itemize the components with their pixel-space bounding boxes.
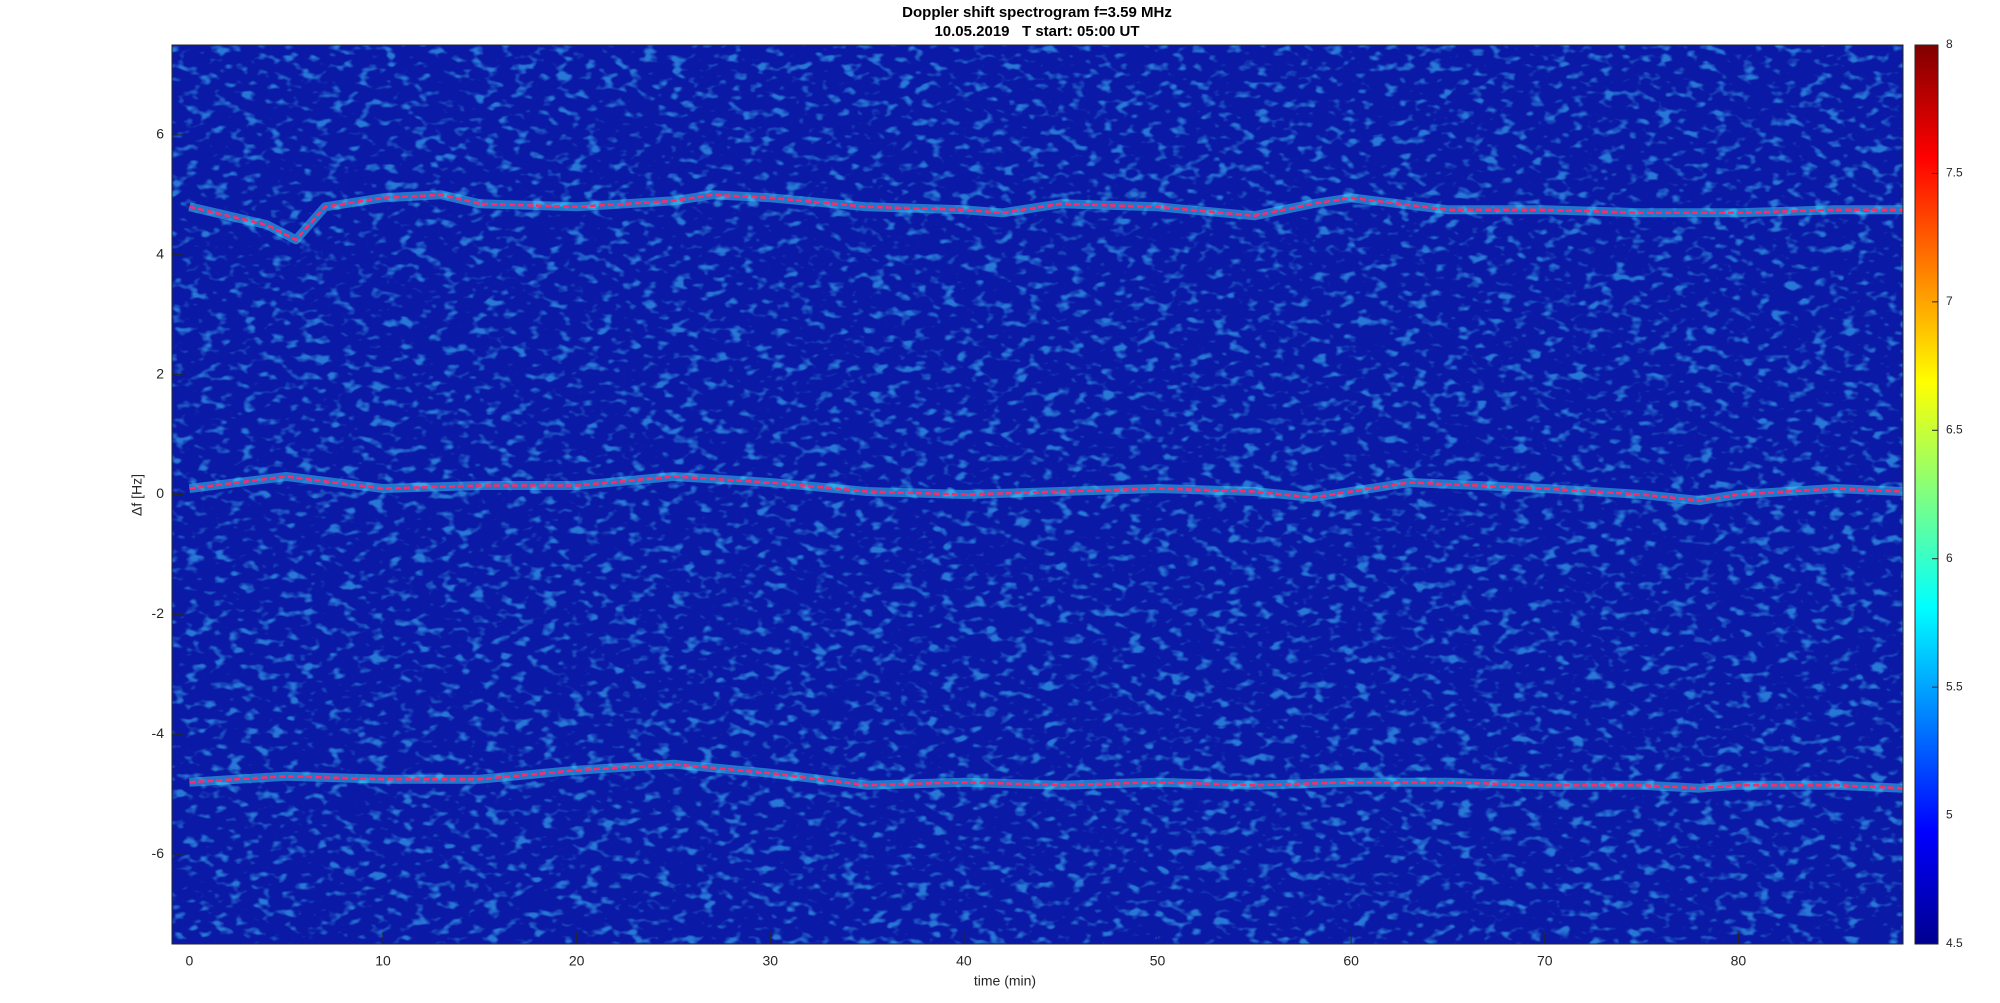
x-axis-label: time (min): [974, 973, 1036, 989]
x-tick-label: 70: [1537, 953, 1553, 969]
x-tick-label: 50: [1150, 953, 1166, 969]
colorbar-tick-label: 5: [1946, 808, 1953, 822]
x-tick-label: 20: [569, 953, 585, 969]
y-tick-label: 0: [156, 485, 164, 501]
plot-area: [188, 190, 1903, 793]
x-tick-label: 60: [1343, 953, 1359, 969]
colorbar-tick-label: 5.5: [1946, 679, 1963, 693]
colorbar-tick-label: 7.5: [1946, 166, 1963, 180]
y-tick-label: 2: [156, 365, 164, 381]
colorbar-tick-label: 8: [1946, 37, 1953, 51]
y-tick-label: -2: [152, 605, 165, 621]
x-tick-label: 40: [956, 953, 972, 969]
y-tick-label: -4: [152, 725, 165, 741]
y-tick-label: -6: [152, 845, 165, 861]
x-tick-label: 0: [186, 953, 194, 969]
chart-subtitle: 10.05.2019 T start: 05:00 UT: [934, 23, 1139, 40]
signal-trace: [189, 475, 1903, 502]
y-tick-label: 6: [156, 126, 164, 142]
colorbar-tick-label: 6.5: [1946, 422, 1963, 436]
colorbar-tick-label: 6: [1946, 551, 1953, 565]
chart-title: Doppler shift spectrogram f=3.59 MHz: [902, 4, 1172, 21]
x-tick-label: 30: [763, 953, 779, 969]
x-tick-label: 80: [1731, 953, 1747, 969]
y-axis-label: Δf [Hz]: [129, 474, 145, 516]
signal-trace: [189, 762, 1903, 790]
colorbar: [1914, 44, 1939, 945]
signal-trace: [189, 193, 1903, 242]
colorbar-tick-label: 7: [1946, 294, 1953, 308]
x-tick-label: 10: [375, 953, 391, 969]
colorbar-tick-label: 4.5: [1946, 936, 1963, 950]
noise-texture: [172, 45, 1903, 944]
y-tick-label: 4: [156, 245, 164, 261]
